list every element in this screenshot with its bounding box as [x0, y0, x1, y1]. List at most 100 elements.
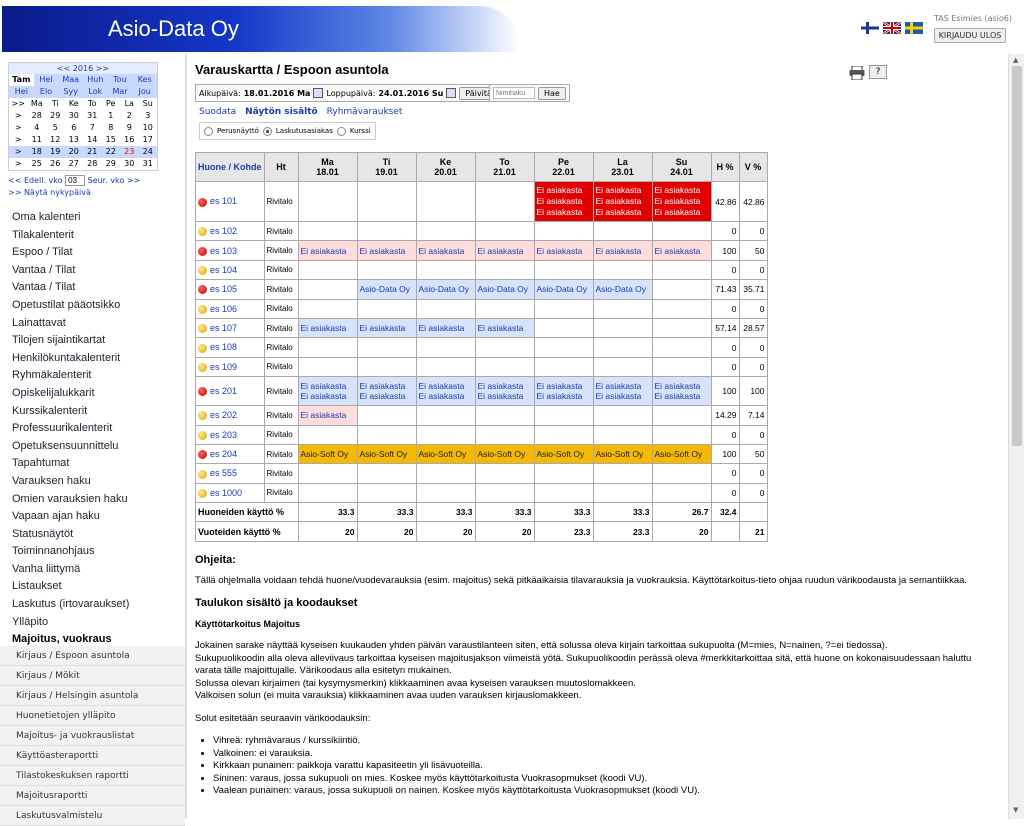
month-tam[interactable]: Tam — [9, 74, 34, 86]
finnish-flag-icon[interactable] — [861, 22, 879, 34]
reservation-label[interactable]: Ei asiakasta — [300, 323, 347, 334]
menu-item[interactable]: Tilojen sijaintikartat — [12, 334, 106, 347]
reservation-label[interactable]: Asio-Soft Oy — [300, 449, 349, 460]
swedish-flag-icon[interactable] — [905, 22, 923, 34]
reservation-cell[interactable] — [651, 356, 712, 378]
calendar-day[interactable]: 29 — [105, 159, 116, 168]
day-header[interactable]: Ma 18.01 — [297, 152, 358, 182]
menu-item[interactable]: Vapaan ajan haku — [12, 510, 100, 523]
month-kes[interactable]: Kes — [132, 74, 158, 86]
room-cell[interactable]: es 107 — [195, 317, 265, 339]
room-name[interactable]: es 106 — [210, 303, 238, 314]
room-name[interactable]: es 107 — [210, 323, 238, 334]
reservation-label[interactable]: Ei asiakasta — [536, 185, 583, 195]
menu-item[interactable]: Oma kalenteri — [12, 211, 81, 223]
reservation-cell[interactable] — [592, 356, 653, 378]
reservation-cell[interactable] — [415, 337, 476, 358]
end-date-value[interactable]: 24.01.2016 Su — [378, 88, 444, 98]
calendar-day[interactable]: 26 — [50, 159, 61, 168]
calendar-day[interactable]: 23 — [120, 146, 139, 158]
reservation-cell[interactable]: Ei asiakasta Ei asiakasta — [415, 376, 476, 407]
reservation-cell[interactable] — [297, 463, 358, 484]
submenu-item[interactable]: Majoitus- ja vuokrauslistat — [0, 726, 185, 746]
week-input[interactable] — [65, 175, 86, 186]
month-elo[interactable]: Elo — [33, 86, 59, 98]
calendar-day[interactable]: 19 — [46, 146, 65, 158]
reservation-label[interactable]: Asio-Data Oy — [536, 284, 588, 295]
reservation-cell[interactable] — [533, 405, 594, 426]
reservation-cell[interactable]: Ei asiakasta — [356, 240, 417, 261]
reservation-cell[interactable] — [297, 259, 358, 281]
menu-item[interactable]: Opetustilat pääotsikko — [12, 298, 121, 311]
calendar-day[interactable]: 31 — [142, 159, 153, 168]
reservation-cell[interactable] — [297, 337, 358, 358]
month-mar[interactable]: Mar — [107, 86, 133, 98]
calendar-day[interactable]: 11 — [31, 135, 42, 144]
prev-week-link[interactable]: << Edell. vko — [8, 176, 63, 185]
show-today-link[interactable]: >> Näytä nykypäivä — [8, 188, 91, 197]
reservation-cell[interactable] — [474, 220, 535, 242]
reservation-cell[interactable] — [651, 463, 712, 484]
submenu-item[interactable]: Majoitusraportti — [0, 786, 185, 806]
reservation-cell[interactable] — [474, 463, 535, 484]
day-header[interactable]: Su 24.01 — [651, 152, 712, 182]
reservation-label[interactable]: Ei asiakasta — [418, 323, 465, 334]
reservation-cell[interactable] — [474, 259, 535, 281]
room-cell[interactable]: es 1000 — [195, 482, 265, 504]
menu-item[interactable]: Opiskelijalukkarit — [12, 386, 95, 399]
calendar-day[interactable]: 3 — [145, 111, 151, 120]
room-cell[interactable]: es 109 — [195, 356, 265, 378]
scrollbar-thumb[interactable] — [1012, 66, 1022, 446]
reservation-cell[interactable] — [592, 337, 653, 358]
reservation-cell[interactable] — [592, 482, 653, 504]
reservation-cell[interactable] — [651, 424, 712, 445]
menu-item[interactable]: Professuurikalenterit — [12, 422, 113, 435]
day-header[interactable]: La 23.01 — [592, 152, 653, 182]
calendar-day[interactable]: 20 — [64, 146, 83, 158]
reservation-label[interactable]: Ei asiakasta — [654, 391, 701, 402]
room-cell[interactable]: es 101 — [195, 181, 265, 222]
room-cell[interactable]: es 204 — [195, 443, 265, 465]
reservation-label[interactable]: Ei asiakasta — [477, 391, 524, 402]
menu-item[interactable]: Kurssikalenterit — [12, 404, 88, 417]
menu-item[interactable]: Vanha liittymä — [12, 562, 81, 575]
room-name[interactable]: es 1000 — [210, 487, 243, 498]
month-hei[interactable]: Hei — [9, 86, 34, 98]
reservation-cell[interactable] — [415, 482, 476, 504]
month-tou[interactable]: Tou — [107, 74, 133, 86]
calendar-day[interactable]: 5 — [52, 123, 58, 132]
reservation-label[interactable]: Asio-Soft Oy — [418, 449, 467, 460]
reservation-label[interactable]: Ei asiakasta — [595, 185, 642, 195]
reservation-cell[interactable]: Ei asiakasta Ei asiakasta Ei asiakasta — [651, 181, 712, 222]
week-select[interactable]: > — [14, 135, 22, 144]
reservation-cell[interactable] — [297, 220, 358, 242]
menu-item[interactable]: Omien varauksien haku — [12, 492, 128, 505]
reservation-cell[interactable]: Asio-Data Oy — [474, 279, 535, 300]
reservation-label[interactable]: Ei asiakasta — [359, 391, 406, 402]
reservation-label[interactable]: Ei asiakasta — [418, 245, 465, 256]
menu-item[interactable]: Henkilökuntakalenterit — [12, 351, 121, 364]
reservation-cell[interactable] — [297, 356, 358, 378]
reservation-cell[interactable]: Asio-Soft Oy — [297, 443, 358, 465]
reservation-cell[interactable] — [651, 337, 712, 358]
calendar-day[interactable]: 22 — [101, 146, 120, 158]
print-icon[interactable] — [849, 66, 865, 80]
reservation-cell[interactable] — [356, 259, 417, 281]
group-reservations-link[interactable]: Ryhmävaraukset — [326, 107, 403, 117]
reservation-cell[interactable]: Asio-Data Oy — [592, 279, 653, 300]
reservation-cell[interactable] — [356, 463, 417, 484]
reservation-label[interactable]: Asio-Soft Oy — [536, 449, 585, 460]
reservation-cell[interactable] — [415, 424, 476, 445]
calendar-day[interactable]: 13 — [68, 135, 79, 144]
radio-course[interactable] — [336, 126, 346, 136]
reservation-cell[interactable]: Asio-Data Oy — [533, 279, 594, 300]
reservation-cell[interactable] — [297, 181, 358, 222]
name-search-input[interactable] — [493, 87, 535, 99]
display-content-link[interactable]: Näytön sisältö — [245, 107, 318, 117]
reservation-cell[interactable] — [592, 463, 653, 484]
reservation-cell[interactable] — [297, 279, 358, 300]
reservation-cell[interactable] — [651, 482, 712, 504]
calendar-day[interactable]: 17 — [142, 135, 153, 144]
room-name[interactable]: es 101 — [210, 196, 238, 207]
reservation-cell[interactable] — [474, 424, 535, 445]
